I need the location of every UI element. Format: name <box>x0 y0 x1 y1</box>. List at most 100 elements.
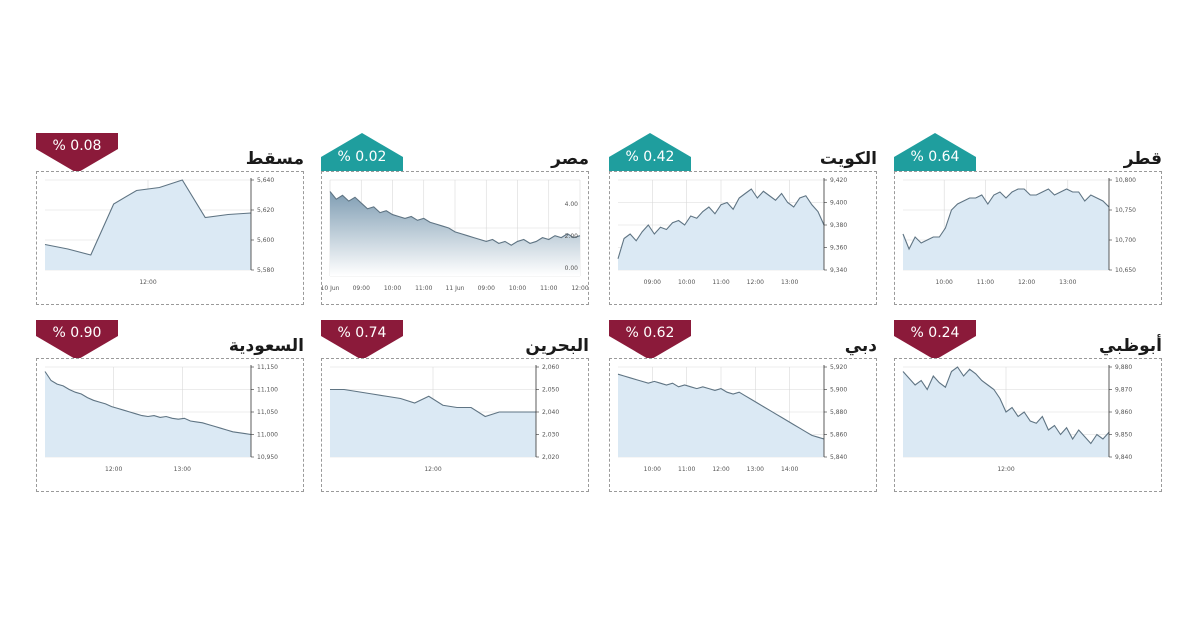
change-badge: % 0.42 <box>609 133 691 173</box>
x-tick-label: 13:00 <box>781 279 798 286</box>
y-tick-label: 2,040 <box>542 409 559 416</box>
y-tick-label: 9,420 <box>830 177 847 184</box>
market-name: السعودية <box>228 336 304 356</box>
x-tick-label: 13:00 <box>747 466 764 473</box>
y-tick-label: 11,000 <box>257 432 278 439</box>
badge-arrow-down-shape <box>609 320 691 360</box>
series-line <box>44 179 252 256</box>
y-tick-label: 10,800 <box>1115 177 1136 184</box>
market-name: دبي <box>844 336 877 356</box>
y-tick-label: 9,400 <box>830 200 847 207</box>
series-line <box>617 373 825 440</box>
change-value: % 0.62 <box>625 325 675 341</box>
change-badge: % 0.64 <box>894 133 976 173</box>
line-chart: 5,920 5,900 5,880 5,860 5,840 10:00 11:00 12:00… <box>617 364 847 473</box>
change-value: % 0.02 <box>337 149 387 165</box>
chart-area: 5,920 5,900 5,880 5,860 5,840 10:00 11:00 12:00… <box>609 358 877 492</box>
y-tick-label: 9,840 <box>1115 454 1132 461</box>
chart-area: 9,880 9,870 9,860 9,850 9,840 12:00 <box>894 358 1162 492</box>
market-name: الكويت <box>819 149 877 169</box>
change-badge: % 0.62 <box>609 320 691 360</box>
change-badge: % 0.24 <box>894 320 976 360</box>
market-name: مسقط <box>245 149 304 169</box>
chart-area: 4.00 2.00 0.00 10 Jun 09:00 10:00 11:00 11 Jun 0… <box>321 171 589 305</box>
y-tick-label: 0.00 <box>565 265 579 272</box>
market-name: أبوظبي <box>1098 336 1162 356</box>
market-panel-qatar: % 0.64 قطر 10,800 10,750 10,700 10,650 10:00… <box>894 133 1162 305</box>
market-panel-muscat: % 0.08 مسقط 5,640 5,620 5,600 5,580 12:00 <box>36 133 304 305</box>
y-tick-label: 9,860 <box>1115 409 1132 416</box>
badge-arrow-down-shape <box>321 320 403 360</box>
y-tick-label: 5,620 <box>257 207 274 214</box>
y-tick-label: 9,380 <box>830 222 847 229</box>
y-tick-label: 9,340 <box>830 267 847 274</box>
y-tick-label: 9,360 <box>830 245 847 252</box>
x-tick-label: 10:00 <box>509 285 526 292</box>
change-badge: % 0.08 <box>36 133 118 173</box>
series-area <box>330 191 580 276</box>
line-chart: 9,880 9,870 9,860 9,850 9,840 12:00 <box>902 364 1132 473</box>
x-tick-label: 12:00 <box>139 279 156 286</box>
market-panel-egypt: % 0.02 مصر 4.00 2.00 0.00 10 Jun 09:00 10:00 1… <box>321 133 589 305</box>
series-line <box>330 388 536 418</box>
y-tick-label: 2.00 <box>565 233 579 240</box>
market-panel-saudi: % 0.90 السعودية 11,150 11,100 11,050 11,000… <box>36 320 304 492</box>
badge-arrow-up-shape <box>609 133 691 173</box>
y-tick-label: 11,100 <box>257 387 278 394</box>
x-tick-label: 12:00 <box>571 285 588 292</box>
x-tick-label: 10:00 <box>384 285 401 292</box>
line-chart: 5,640 5,620 5,600 5,580 12:00 <box>44 177 274 286</box>
series-line <box>902 188 1110 251</box>
market-name: قطر <box>1123 149 1162 169</box>
market-panel-bahrain: % 0.74 البحرين 2,060 2,050 2,040 2,030 2,020… <box>321 320 589 492</box>
change-value: % 0.24 <box>910 325 960 341</box>
y-tick-label: 9,850 <box>1115 432 1132 439</box>
x-tick-label: 11:00 <box>712 279 729 286</box>
y-tick-label: 10,650 <box>1115 267 1136 274</box>
x-tick-label: 09:00 <box>644 279 661 286</box>
series-line <box>617 188 825 259</box>
series-area <box>45 180 251 270</box>
series-line <box>329 191 581 246</box>
change-value: % 0.90 <box>52 325 102 341</box>
badge-arrow-up-shape <box>321 133 403 173</box>
badge-arrow-down-shape <box>36 320 118 360</box>
x-tick-label: 09:00 <box>353 285 370 292</box>
change-value: % 0.42 <box>625 149 675 165</box>
y-tick-label: 10,700 <box>1115 237 1136 244</box>
badge-arrow-down-shape <box>894 320 976 360</box>
y-tick-label: 2,050 <box>542 387 559 394</box>
series-area <box>45 371 251 457</box>
series-area <box>618 189 824 270</box>
x-tick-label: 12:00 <box>1018 279 1035 286</box>
y-tick-label: 2,060 <box>542 364 559 371</box>
x-tick-label: 10:00 <box>936 279 953 286</box>
series-area <box>330 389 536 457</box>
market-name: مصر <box>551 149 589 169</box>
chart-area: 2,060 2,050 2,040 2,030 2,020 12:00 <box>321 358 589 492</box>
x-tick-label: 12:00 <box>105 466 122 473</box>
market-panel-kuwait: % 0.42 الكويت 9,420 9,400 9,380 9,360 9,340 0… <box>609 133 877 305</box>
y-tick-label: 5,920 <box>830 364 847 371</box>
series-line <box>44 371 252 436</box>
series-area <box>903 189 1109 270</box>
line-chart: 11,150 11,100 11,050 11,000 10,950 12:00 13:00 <box>44 364 278 473</box>
y-tick-label: 5,860 <box>830 432 847 439</box>
change-value: % 0.64 <box>910 149 960 165</box>
change-value: % 0.08 <box>52 138 102 154</box>
y-tick-label: 5,840 <box>830 454 847 461</box>
x-tick-label: 12:00 <box>747 279 764 286</box>
x-tick-label: 09:00 <box>478 285 495 292</box>
x-tick-label: 11:00 <box>678 466 695 473</box>
line-chart: 9,420 9,400 9,380 9,360 9,340 09:00 10:00 11:00… <box>617 177 847 286</box>
y-tick-label: 9,880 <box>1115 364 1132 371</box>
market-panel-dubai: % 0.62 دبي 5,920 5,900 5,880 5,860 5,840 10:0… <box>609 320 877 492</box>
badge-arrow-down-shape <box>36 133 118 173</box>
market-name: البحرين <box>525 336 589 356</box>
x-tick-label: 11:00 <box>540 285 557 292</box>
chart-area: 5,640 5,620 5,600 5,580 12:00 <box>36 171 304 305</box>
chart-area: 10,800 10,750 10,700 10,650 10:00 11:00 12:00 1… <box>894 171 1162 305</box>
series-line <box>902 366 1110 445</box>
y-tick-label: 4.00 <box>565 201 579 208</box>
chart-area: 9,420 9,400 9,380 9,360 9,340 09:00 10:00 11:00… <box>609 171 877 305</box>
